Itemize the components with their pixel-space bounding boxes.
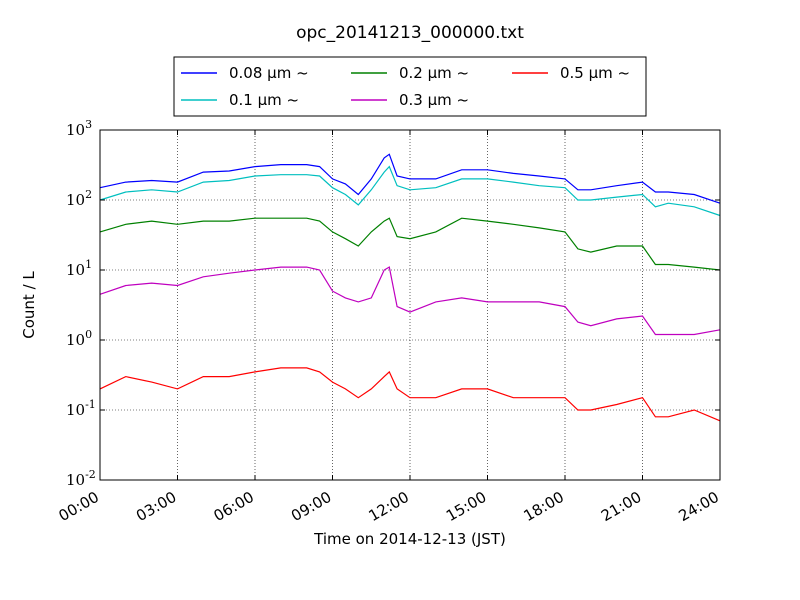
x-tick-label: 18:00	[521, 488, 567, 525]
x-tick-label: 12:00	[366, 488, 412, 525]
x-tick-label: 24:00	[676, 488, 722, 525]
legend-label-0: 0.08 μm ~	[229, 64, 309, 82]
series-line-0	[99, 153, 721, 204]
x-tick-label: 15:00	[443, 488, 489, 525]
axis-ticks: 00:00 03:00 06:00 09:00 12:00 15:00 18:00 21:00…	[56, 118, 722, 525]
y-tick-base: 10	[66, 331, 85, 349]
y-tick-base: 10	[66, 191, 85, 209]
y-tick-label: 100	[66, 328, 92, 349]
grid	[100, 130, 720, 480]
y-tick-exponent: 1	[85, 258, 92, 271]
y-tick-base: 10	[66, 471, 85, 489]
legend-label-4: 0.5 μm ~	[560, 64, 630, 82]
y-tick-base: 10	[66, 121, 85, 139]
legend: 0.08 μm ~ 0.1 μm ~ 0.2 μm ~ 0.3 μm ~ 0.5 μm …	[173, 56, 647, 117]
legend-label-3: 0.3 μm ~	[399, 91, 469, 109]
y-tick-exponent: 2	[85, 188, 92, 201]
y-tick-label: 10-2	[66, 468, 96, 489]
series-line-3	[99, 266, 721, 336]
y-tick-exponent: 0	[85, 328, 92, 341]
y-tick-exponent: -2	[85, 468, 96, 481]
y-tick-label: 10-1	[66, 398, 96, 419]
legend-box	[173, 56, 647, 117]
y-tick-exponent: -1	[85, 398, 96, 411]
chart-title: opc_20141213_000000.txt	[296, 23, 524, 43]
x-tick-label: 00:00	[56, 488, 102, 525]
series-line-4	[99, 367, 721, 422]
series-lines	[99, 153, 721, 422]
legend-label-1: 0.1 μm ~	[229, 91, 299, 109]
y-tick-exponent: 3	[85, 118, 92, 131]
y-tick-label: 101	[66, 258, 92, 279]
x-tick-label: 03:00	[133, 488, 179, 525]
y-tick-base: 10	[66, 401, 85, 419]
y-tick-base: 10	[66, 261, 85, 279]
x-tick-label: 09:00	[288, 488, 334, 525]
x-tick-label: 21:00	[598, 488, 644, 525]
x-tick-label: 06:00	[211, 488, 257, 525]
y-tick-label: 102	[66, 188, 92, 209]
series-line-2	[99, 217, 721, 271]
y-tick-label: 103	[66, 118, 92, 139]
y-axis-label: Count / L	[20, 271, 38, 339]
legend-label-2: 0.2 μm ~	[399, 64, 469, 82]
series-line-1	[99, 165, 721, 217]
x-axis-label: Time on 2014-12-13 (JST)	[313, 530, 506, 548]
